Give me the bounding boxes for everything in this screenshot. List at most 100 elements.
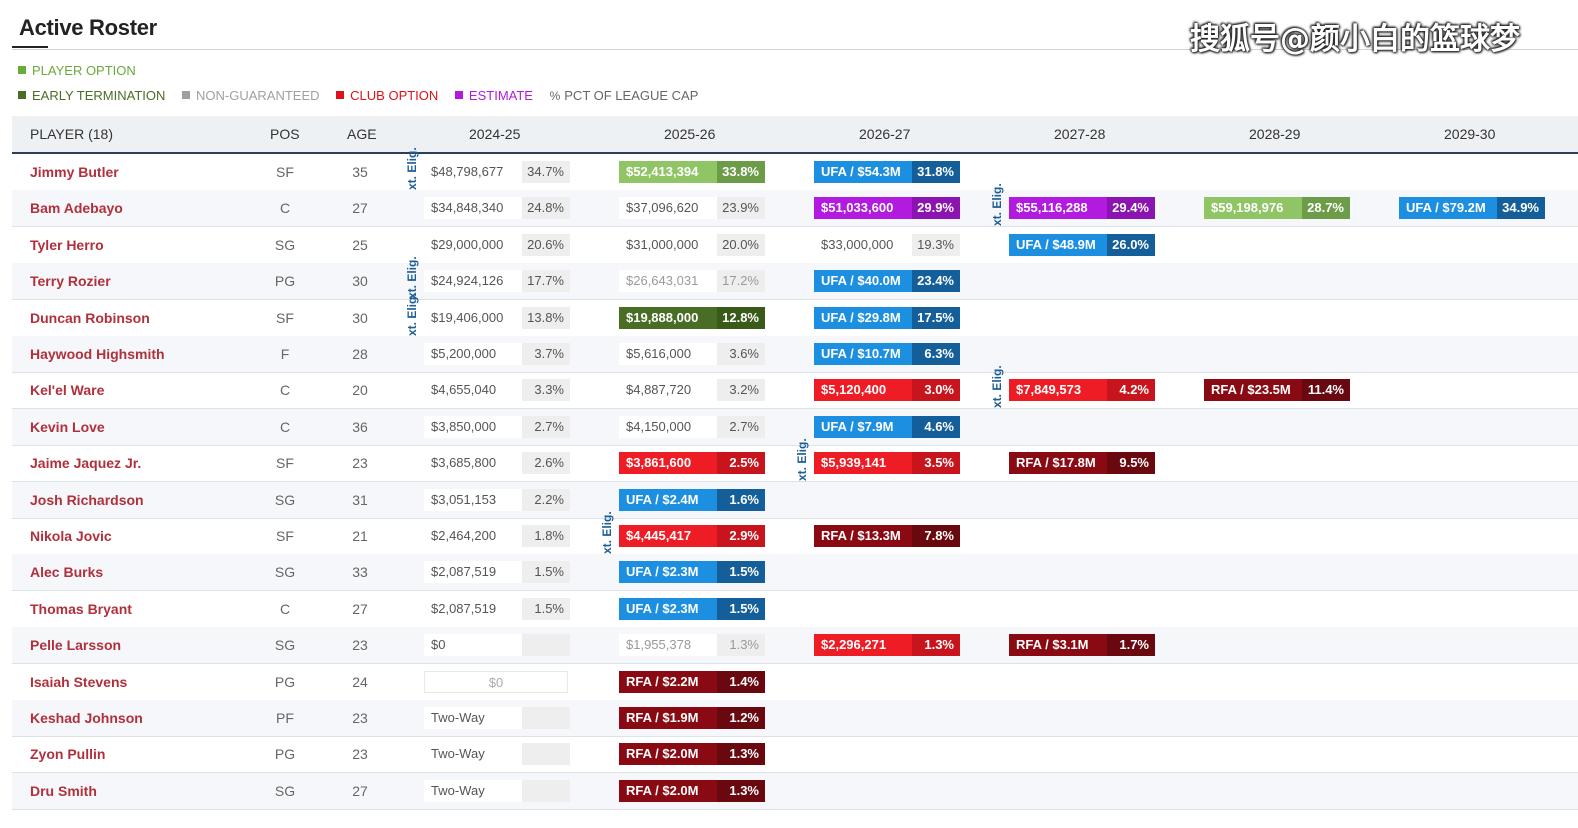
salary-cell: Two-Way <box>424 743 570 766</box>
salary-amount: $24,924,126 <box>424 270 522 293</box>
col-header-2029-30[interactable]: 2029-30 <box>1444 126 1496 142</box>
cap-percent: 3.3% <box>522 379 570 402</box>
col-header-age[interactable]: AGE <box>347 126 377 142</box>
salary-amount: $4,887,720 <box>619 379 717 402</box>
salary-cell: $37,096,620 23.9% <box>619 197 765 220</box>
cap-percent: 1.3% <box>717 743 765 766</box>
player-age: 33 <box>352 564 368 581</box>
salary-amount: UFA / $40.0M <box>814 270 912 293</box>
table-row: Bam Adebayo C 27 $34,848,340 24.8% $37,096,62… <box>12 190 1578 228</box>
table-row: Alec Burks SG 33 $2,087,519 1.5% UFA / $2.3M 1… <box>12 554 1578 592</box>
cap-percent: 1.5% <box>717 597 765 620</box>
legend-label: ESTIMATE <box>468 88 533 103</box>
legend-club-option: CLUB OPTION <box>336 88 442 103</box>
salary-amount: Two-Way <box>424 779 522 802</box>
salary-cell: $19,406,000 13.8% <box>424 306 570 329</box>
cap-percent <box>522 634 570 657</box>
cap-percent: 28.7% <box>1302 197 1350 220</box>
col-header-player[interactable]: PLAYER (18) <box>30 126 113 142</box>
legend-label: CLUB OPTION <box>350 88 439 103</box>
player-name-link[interactable]: Kevin Love <box>30 418 105 435</box>
player-name-link[interactable]: Terry Rozier <box>30 273 111 290</box>
cap-percent: 13.8% <box>522 306 570 329</box>
player-name-link[interactable]: Isaiah Stevens <box>30 673 128 690</box>
salary-cell: Two-Way <box>424 707 570 729</box>
salary-amount: $5,120,400 <box>814 379 912 402</box>
player-age: 23 <box>352 455 368 472</box>
salary-amount: $29,000,000 <box>424 233 522 256</box>
col-header-pos[interactable]: POS <box>270 126 300 142</box>
player-name-link[interactable]: Haywood Highsmith <box>30 346 165 362</box>
player-age: 30 <box>352 273 368 290</box>
col-header-2024-25[interactable]: 2024-25 <box>469 126 521 142</box>
salary-amount: $1,955,378 <box>619 634 717 657</box>
salary-amount: $55,116,288 <box>1009 197 1107 220</box>
player-position: C <box>279 382 291 399</box>
salary-cell: $5,939,141 3.5% <box>814 452 960 475</box>
player-position: SG <box>274 236 296 253</box>
table-row: Josh Richardson SG 31 $3,051,153 2.2% UFA / $… <box>12 481 1578 519</box>
salary-cell: $4,445,417 2.9% <box>619 525 765 547</box>
cap-percent: 3.0% <box>912 379 960 402</box>
salary-amount: RFA / $17.8M <box>1009 452 1107 475</box>
cap-percent: 3.6% <box>717 343 765 365</box>
cap-percent: 33.8% <box>717 161 765 183</box>
player-name-link[interactable]: Nikola Jovic <box>30 528 112 544</box>
player-name-link[interactable]: Alec Burks <box>30 564 104 581</box>
salary-cell: UFA / $29.8M 17.5% <box>814 306 960 329</box>
player-name-link[interactable]: Jaime Jaquez Jr. <box>30 455 142 472</box>
player-name-link[interactable]: Kel'el Ware <box>30 382 105 399</box>
col-header-2027-28[interactable]: 2027-28 <box>1054 126 1106 142</box>
player-name-link[interactable]: Josh Richardson <box>30 491 144 508</box>
cap-percent: 3.2% <box>717 379 765 402</box>
salary-cell: RFA / $2.0M 1.3% <box>619 743 765 766</box>
table-row: Pelle Larsson SG 23 $0 $1,955,378 1.3% $2,296,… <box>12 627 1578 665</box>
col-header-2025-26[interactable]: 2025-26 <box>664 126 716 142</box>
player-position: F <box>280 346 290 362</box>
salary-cell: $0 <box>424 670 568 693</box>
cap-percent: 20.0% <box>717 233 765 256</box>
percent-icon: % <box>549 89 561 103</box>
salary-cell: UFA / $7.9M 4.6% <box>814 415 960 438</box>
player-position: SF <box>276 164 294 180</box>
player-name-link[interactable]: Pelle Larsson <box>30 637 122 654</box>
player-age: 28 <box>352 346 368 362</box>
salary-amount: $3,685,800 <box>424 452 522 475</box>
legend-label: PCT OF LEAGUE CAP <box>564 88 699 103</box>
salary-amount: $34,848,340 <box>424 197 522 220</box>
cap-percent: 1.7% <box>1107 634 1155 657</box>
salary-cell: $1,955,378 1.3% <box>619 634 765 657</box>
player-name-link[interactable]: Duncan Robinson <box>30 309 150 326</box>
player-name-link[interactable]: Keshad Johnson <box>30 710 143 726</box>
table-row: Dru Smith SG 27 Two-Way RFA / $2.0M 1.3% <box>12 772 1578 810</box>
salary-cell: $19,888,000 12.8% <box>619 306 765 329</box>
player-name-link[interactable]: Dru Smith <box>30 782 97 799</box>
col-header-2028-29[interactable]: 2028-29 <box>1249 126 1301 142</box>
player-name-link[interactable]: Bam Adebayo <box>30 200 123 217</box>
table-row: Zyon Pullin PG 23 Two-Way RFA / $2.0M 1.3% <box>12 736 1578 774</box>
player-position: PG <box>274 673 296 690</box>
salary-amount: UFA / $29.8M <box>814 306 912 329</box>
page-title: Active Roster <box>19 15 157 40</box>
legend-square-icon <box>18 91 26 99</box>
cap-percent: 4.2% <box>1107 379 1155 402</box>
salary-amount: $3,861,600 <box>619 452 717 475</box>
player-position: SG <box>274 564 296 581</box>
title-underline <box>12 46 48 48</box>
player-name-link[interactable]: Jimmy Butler <box>30 164 119 180</box>
salary-amount: $33,000,000 <box>814 233 912 256</box>
salary-cell: $59,198,976 28.7% <box>1204 197 1350 220</box>
salary-amount: RFA / $2.0M <box>619 779 717 802</box>
player-name-link[interactable]: Zyon Pullin <box>30 746 106 763</box>
salary-cell: $7,849,573 4.2% <box>1009 379 1155 402</box>
cap-percent: 24.8% <box>522 197 570 220</box>
player-name-link[interactable]: Thomas Bryant <box>30 600 132 617</box>
salary-cell: UFA / $2.3M 1.5% <box>619 561 765 584</box>
legend-label: PLAYER OPTION <box>32 63 136 78</box>
salary-cell: Two-Way <box>424 779 570 802</box>
col-header-2026-27[interactable]: 2026-27 <box>859 126 911 142</box>
player-name-link[interactable]: Tyler Herro <box>30 236 104 253</box>
player-position: PF <box>276 710 294 726</box>
table-row: Haywood Highsmith F 28 $5,200,000 3.7% $5,616… <box>12 336 1578 373</box>
player-age: 23 <box>352 710 368 726</box>
